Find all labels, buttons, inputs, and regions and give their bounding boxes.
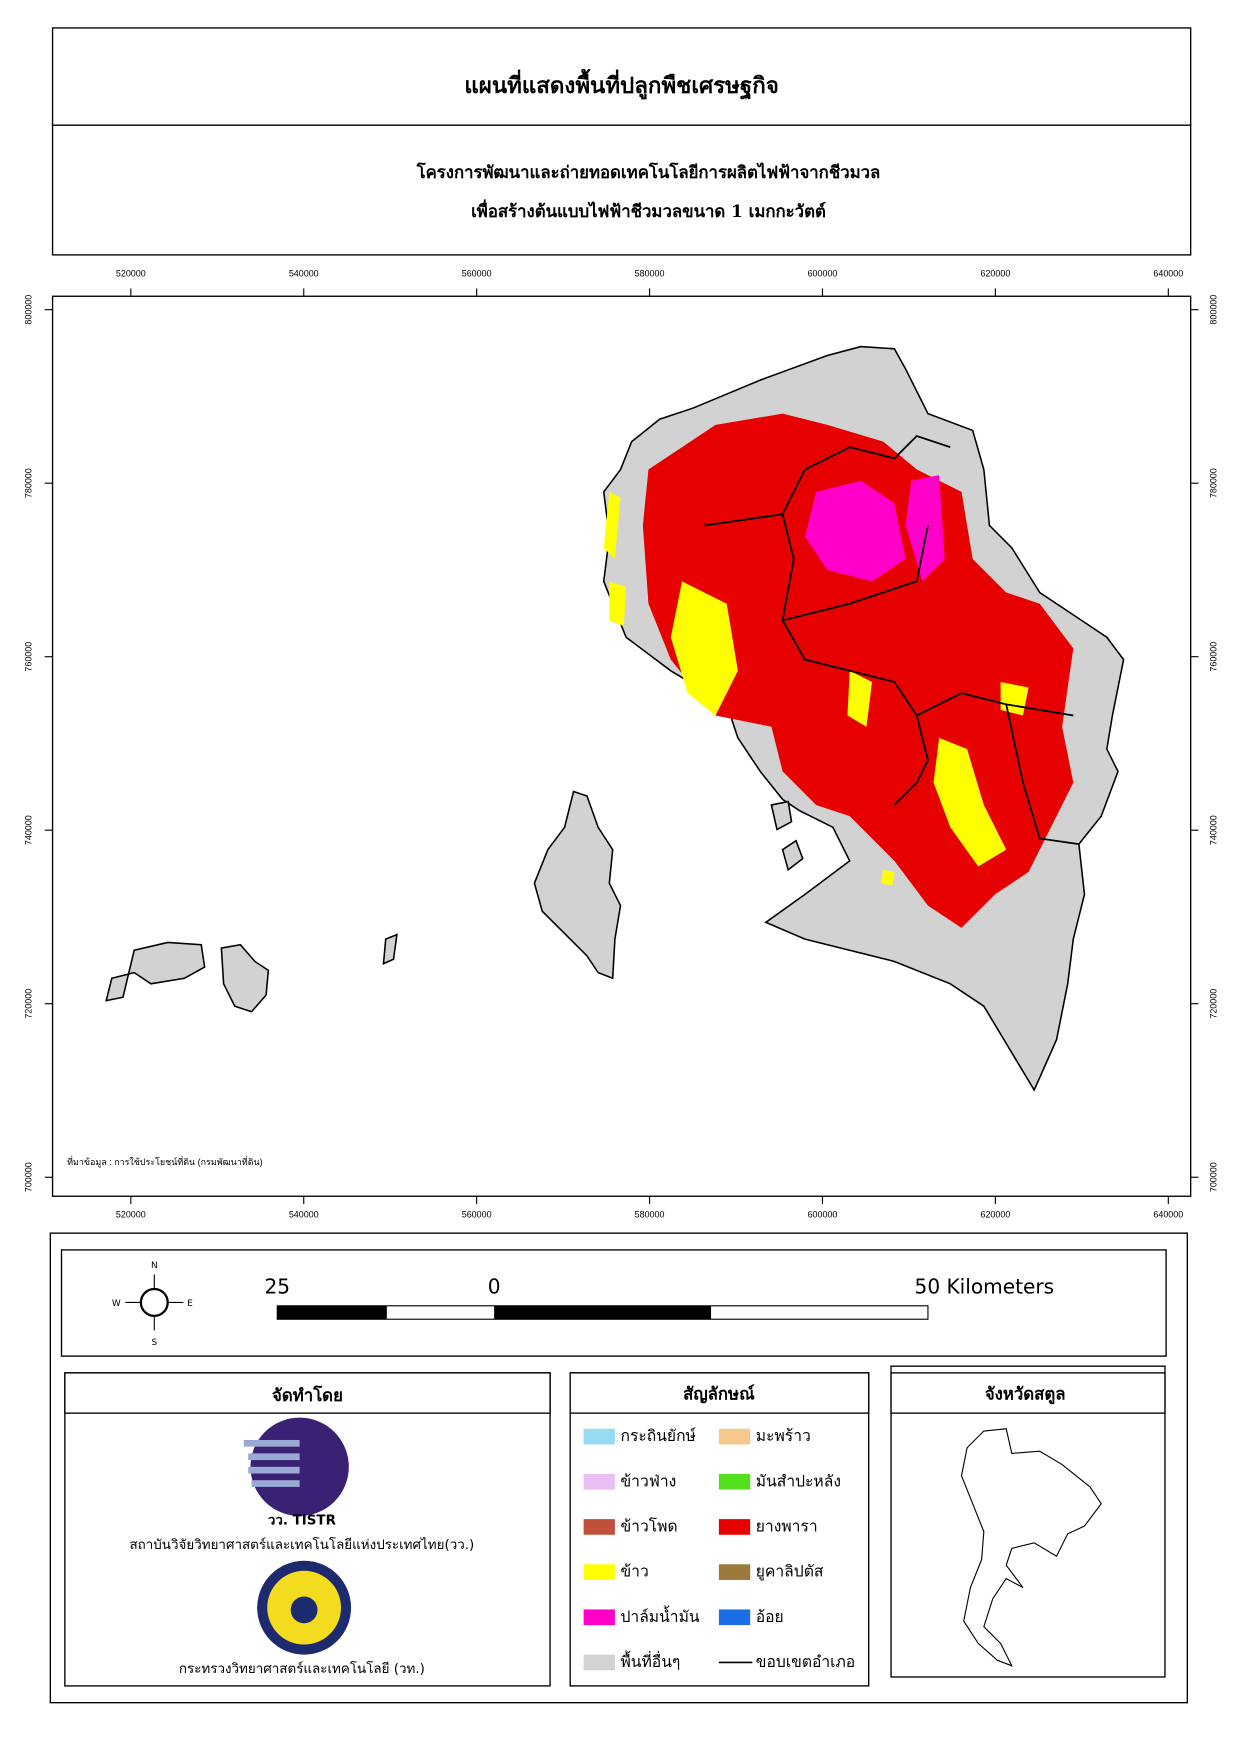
legend-swatch (583, 1654, 615, 1671)
subtitle-box (51, 124, 1192, 256)
y-tick-label: 700000 (1209, 1162, 1219, 1192)
legend-label: อ้อย (756, 1607, 784, 1626)
x-tick-label: 580000 (635, 1210, 665, 1220)
inset-header (890, 1372, 1166, 1414)
y-tick-label: 720000 (1209, 989, 1219, 1019)
y-tick-label: 800000 (23, 295, 33, 325)
scale-label: 50 Kilometers (915, 1274, 1055, 1298)
legend-items: กระถินยักษ์ข้าวฟ่างข้าวโพดข้าวปาล์มน้ำมั… (583, 1426, 855, 1671)
y-tick-label: 740000 (23, 815, 33, 845)
x-tick-label: 540000 (289, 268, 319, 278)
legend-label: ข้าวโพด (621, 1516, 678, 1535)
legend-label: ยูคาลิปตัส (756, 1562, 824, 1582)
inset-box (890, 1365, 1166, 1678)
source-note: ที่มาข้อมูล : การใช้ประโยชน์ที่ดิน (กรมพ… (67, 1155, 263, 1168)
legend-label: มันสำปะหลัง (756, 1471, 841, 1490)
island (382, 800, 804, 965)
y-tick-label: 760000 (1209, 642, 1219, 672)
x-tick-label: 640000 (1153, 1210, 1183, 1220)
legend-label: ปาล์มน้ำมัน (621, 1605, 700, 1626)
y-tick-label: 740000 (1209, 815, 1219, 845)
tistr-logo (243, 1417, 349, 1516)
legend-swatch (718, 1428, 751, 1445)
legend-swatch (583, 1564, 615, 1580)
legend-swatch (583, 1519, 615, 1535)
title: แผนที่แสดงพื้นที่ปลูกพืชเศรษฐกิจ (464, 68, 778, 100)
inset-title: จังหวัดสตูล (985, 1384, 1066, 1406)
title-box (51, 27, 1192, 126)
org-name: กระทรวงวิทยาศาสตร์และเทคโนโลยี (วท.) (179, 1661, 425, 1677)
x-tick-label: 620000 (980, 1210, 1010, 1220)
legend-label: กระถินยักษ์ (621, 1426, 697, 1445)
compass-w: W (112, 1299, 121, 1309)
y-tick-label: 720000 (23, 989, 33, 1019)
legend-header (569, 1372, 870, 1414)
org-name: สถาบันวิจัยวิทยาศาสตร์และเทคโนโลยีแห่งปร… (129, 1537, 474, 1553)
compass-s: S (151, 1338, 157, 1348)
x-tick-label: 600000 (808, 1210, 838, 1220)
legend-swatch (718, 1473, 751, 1490)
district-boundary (704, 434, 1080, 845)
y-tick-label: 800000 (1209, 295, 1219, 325)
x-tick-label: 560000 (462, 268, 492, 278)
compass-e: E (187, 1299, 193, 1309)
island (220, 943, 270, 1013)
legend-swatch (583, 1473, 615, 1490)
x-tick-label: 640000 (1153, 268, 1183, 278)
scale-bar: 25 0 50 Kilometers (264, 1274, 1055, 1320)
y-tick-label: 700000 (23, 1162, 33, 1192)
legend-swatch (583, 1609, 615, 1626)
legend-label: ข้าวฟ่าง (621, 1471, 677, 1490)
compass-n: N (151, 1261, 158, 1271)
y-tick-label: 780000 (1209, 468, 1219, 498)
island (105, 941, 206, 1002)
x-tick-label: 580000 (635, 268, 665, 278)
legend-label: ยางพารา (756, 1516, 818, 1535)
subtitle: เพื่อสร้างต้นแบบไฟฟ้าชีวมวลขนาด 1 เมกกะว… (471, 199, 826, 221)
scale-label: 25 (264, 1274, 290, 1298)
made-by-header (64, 1372, 551, 1414)
x-tick-label: 620000 (980, 268, 1010, 278)
legend-swatch (718, 1519, 751, 1535)
x-tick-label: 520000 (116, 1210, 146, 1220)
compass: N S E W (112, 1261, 193, 1348)
scale-box (60, 1249, 1167, 1357)
legend-swatch (583, 1428, 615, 1445)
logo-text: วว. TISTR (268, 1513, 337, 1528)
legend-title: สัญลักษณ์ (683, 1384, 755, 1405)
thailand-outline (960, 1428, 1102, 1667)
ministry-logo (257, 1560, 352, 1655)
legend-swatch (718, 1564, 751, 1580)
made-by-title: จัดทำโดย (272, 1385, 343, 1405)
land-use-patches (603, 413, 1074, 928)
legend-label: มะพร้าว (756, 1426, 811, 1445)
y-tick-label: 780000 (23, 468, 33, 498)
scale-label: 0 (488, 1274, 501, 1298)
x-tick-label: 520000 (116, 268, 146, 278)
legend-label: พื้นที่อื่นๆ (621, 1650, 681, 1671)
y-tick-label: 760000 (23, 642, 33, 672)
legend-label: ขอบเขตอำเภอ (756, 1652, 855, 1671)
x-tick-label: 560000 (462, 1210, 492, 1220)
x-tick-label: 540000 (289, 1210, 319, 1220)
subtitle: โครงการพัฒนาและถ่ายทอดเทคโนโลยีการผลิตไฟ… (416, 162, 881, 182)
legend-swatch (718, 1609, 751, 1626)
island (533, 790, 622, 980)
legend-label: ข้าว (621, 1562, 649, 1581)
x-tick-label: 600000 (808, 268, 838, 278)
map-body (105, 345, 1125, 1092)
